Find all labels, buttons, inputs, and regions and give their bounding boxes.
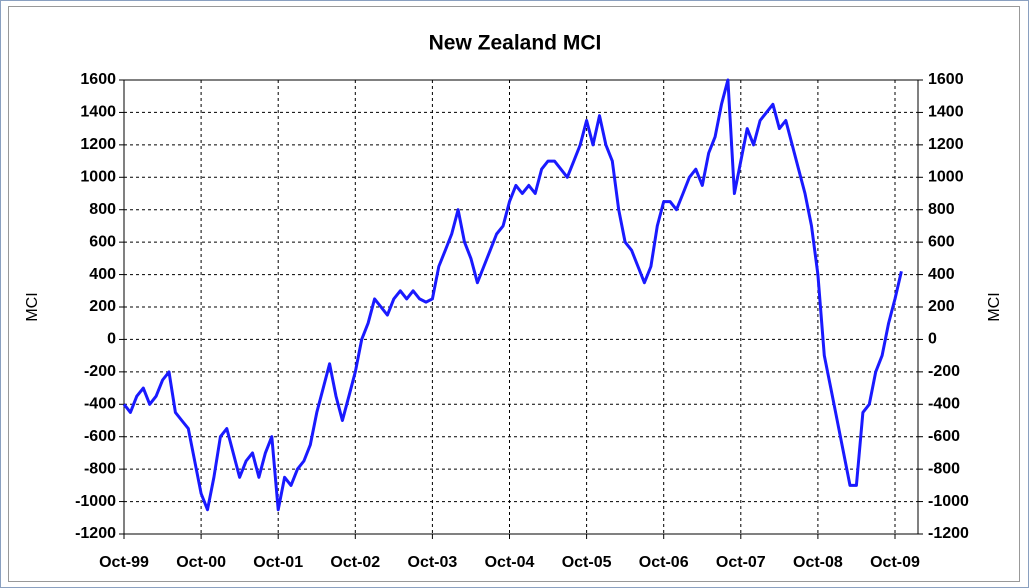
y2-tick-label: -200 (928, 363, 960, 380)
y2-tick-label: -1200 (928, 525, 969, 542)
y-tick-label: 0 (107, 331, 116, 348)
x-tick-label: Oct-06 (639, 554, 689, 571)
y2-tick-label: 1000 (928, 169, 964, 186)
chart-title: New Zealand MCI (429, 32, 602, 55)
x-tick-label: Oct-07 (716, 554, 766, 571)
y-tick-label: 200 (89, 298, 116, 315)
y-tick-label: -600 (84, 428, 116, 445)
y2-tick-label: -1000 (928, 493, 969, 510)
x-tick-label: Oct-04 (485, 554, 535, 571)
y-tick-label: -400 (84, 396, 116, 413)
y-tick-label: -200 (84, 363, 116, 380)
y-tick-label: -1200 (75, 525, 116, 542)
y2-tick-label: 0 (928, 331, 937, 348)
y-axis-title: MCI (24, 292, 41, 321)
y2-tick-label: 600 (928, 233, 955, 250)
y-tick-label: 800 (89, 201, 116, 218)
plot-border (123, 79, 919, 535)
y-tick-label: 400 (89, 266, 116, 283)
y2-tick-label: -800 (928, 460, 960, 477)
y2-tick-label: 200 (928, 298, 955, 315)
data-line (122, 78, 903, 512)
x-tick-label: Oct-00 (176, 554, 226, 571)
y2-tick-label: 800 (928, 201, 955, 218)
x-tick-label: Oct-99 (99, 554, 149, 571)
y2-tick-label: 1600 (928, 71, 964, 88)
x-tick-label: Oct-01 (253, 554, 303, 571)
x-tick-label: Oct-08 (793, 554, 843, 571)
y2-tick-label: 1400 (928, 104, 964, 121)
y-tick-label: -800 (84, 460, 116, 477)
x-tick-label: Oct-09 (870, 554, 920, 571)
y2-tick-label: -600 (928, 428, 960, 445)
y2-axis-title: MCI (986, 292, 1003, 321)
y2-tick-label: -400 (928, 396, 960, 413)
y-tick-label: -1000 (75, 493, 116, 510)
y-tick-label: 1000 (80, 169, 116, 186)
y2-tick-label: 1200 (928, 136, 964, 153)
x-tick-label: Oct-03 (408, 554, 458, 571)
x-tick-label: Oct-05 (562, 554, 612, 571)
y2-tick-label: 400 (928, 266, 955, 283)
y-tick-label: 1200 (80, 136, 116, 153)
y-tick-label: 1600 (80, 71, 116, 88)
y-tick-label: 1400 (80, 104, 116, 121)
y-tick-label: 600 (89, 233, 116, 250)
x-tick-label: Oct-02 (330, 554, 380, 571)
